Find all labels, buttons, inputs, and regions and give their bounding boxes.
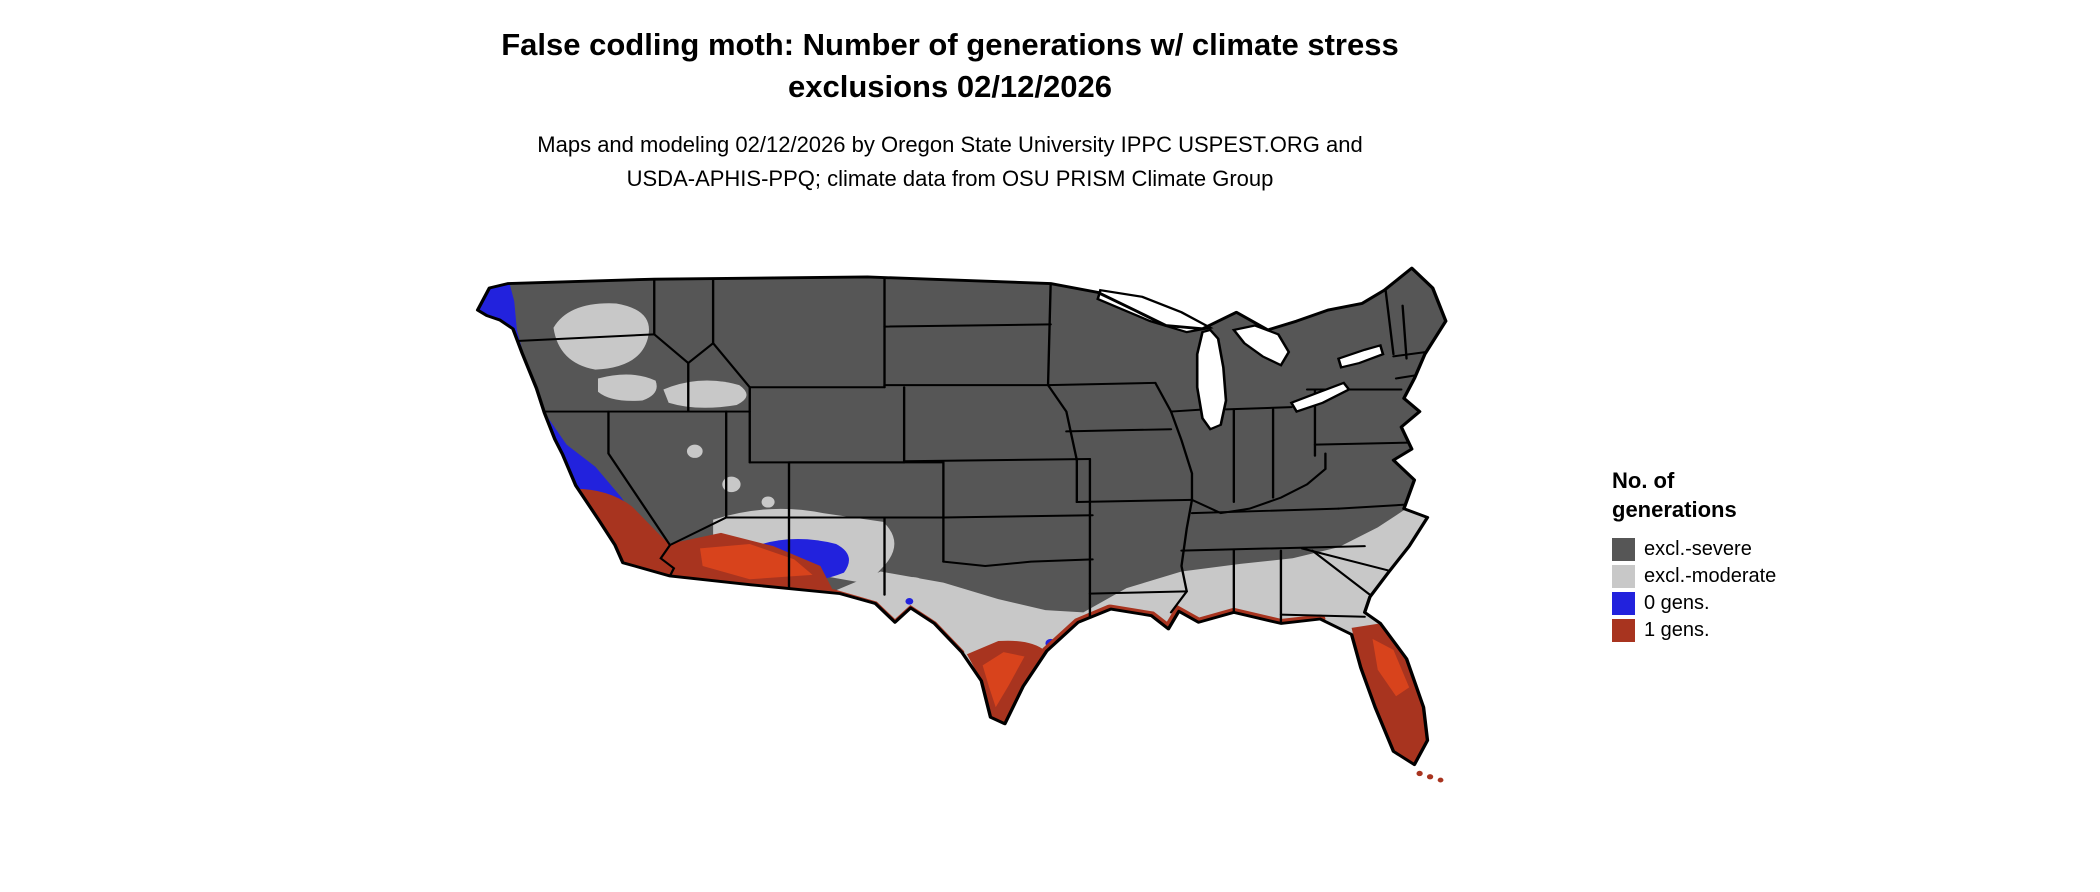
subtitle-line2: USDA-APHIS-PPQ; climate data from OSU PR… bbox=[626, 166, 1274, 191]
bright-red-south-texas bbox=[982, 652, 1025, 708]
legend-item-excl-moderate: excl.-moderate bbox=[1612, 563, 1776, 590]
legend-label-0-gens: 0 gens. bbox=[1644, 592, 1710, 614]
blue-speck-big-bend bbox=[905, 598, 914, 605]
map-svg bbox=[475, 266, 1448, 783]
legend-swatch-excl-moderate bbox=[1612, 565, 1635, 588]
moderate-se-oregon bbox=[597, 374, 657, 401]
legend-title-line1: No. of bbox=[1612, 468, 1675, 493]
legend-label-1-gens: 1 gens. bbox=[1644, 619, 1710, 641]
legend-swatch-excl-severe bbox=[1612, 538, 1635, 561]
legend-item-excl-severe: excl.-severe bbox=[1612, 536, 1776, 563]
red-southern-california bbox=[574, 485, 672, 575]
bright-red-florida bbox=[1372, 638, 1410, 697]
title-block: False codling moth: Number of generation… bbox=[0, 24, 1900, 196]
lake-erie bbox=[1289, 381, 1351, 413]
page-title-line2: exclusions 02/12/2026 bbox=[787, 69, 1112, 104]
moderate-snake-plain bbox=[663, 380, 747, 408]
legend-items: excl.-severe excl.-moderate 0 gens. 1 ge… bbox=[1612, 536, 1776, 644]
us-generations-map bbox=[318, 224, 1574, 886]
region-1-gens-bright bbox=[700, 543, 1410, 708]
red-florida-peninsula bbox=[1351, 623, 1428, 765]
lake-superior bbox=[1096, 288, 1214, 334]
map-legend: No. of generations excl.-severe excl.-mo… bbox=[1612, 466, 1776, 644]
florida-keys bbox=[1416, 770, 1444, 783]
legend-swatch-0-gens bbox=[1612, 592, 1635, 615]
moderate-great-basin-patch bbox=[761, 496, 775, 508]
state-borders bbox=[515, 275, 1428, 625]
subtitle-line1: Maps and modeling 02/12/2026 by Oregon S… bbox=[537, 132, 1363, 157]
lake-ontario bbox=[1336, 343, 1385, 369]
moderate-great-basin-patch bbox=[686, 444, 703, 458]
legend-title: No. of generations bbox=[1612, 466, 1776, 524]
legend-item-0-gens: 0 gens. bbox=[1612, 590, 1776, 617]
us-outline bbox=[475, 266, 1448, 767]
legend-title-line2: generations bbox=[1612, 497, 1737, 522]
legend-label-excl-severe: excl.-severe bbox=[1644, 538, 1752, 560]
legend-swatch-1-gens bbox=[1612, 619, 1635, 642]
bright-red-arizona bbox=[700, 543, 813, 580]
legend-label-excl-moderate: excl.-moderate bbox=[1644, 565, 1777, 587]
legend-item-1-gens: 1 gens. bbox=[1612, 617, 1776, 644]
subtitle: Maps and modeling 02/12/2026 by Oregon S… bbox=[0, 128, 1900, 196]
lake-michigan bbox=[1195, 328, 1228, 431]
lake-huron bbox=[1231, 324, 1291, 367]
page-title-line1: False codling moth: Number of generation… bbox=[501, 27, 1399, 62]
great-lakes bbox=[1096, 288, 1385, 431]
